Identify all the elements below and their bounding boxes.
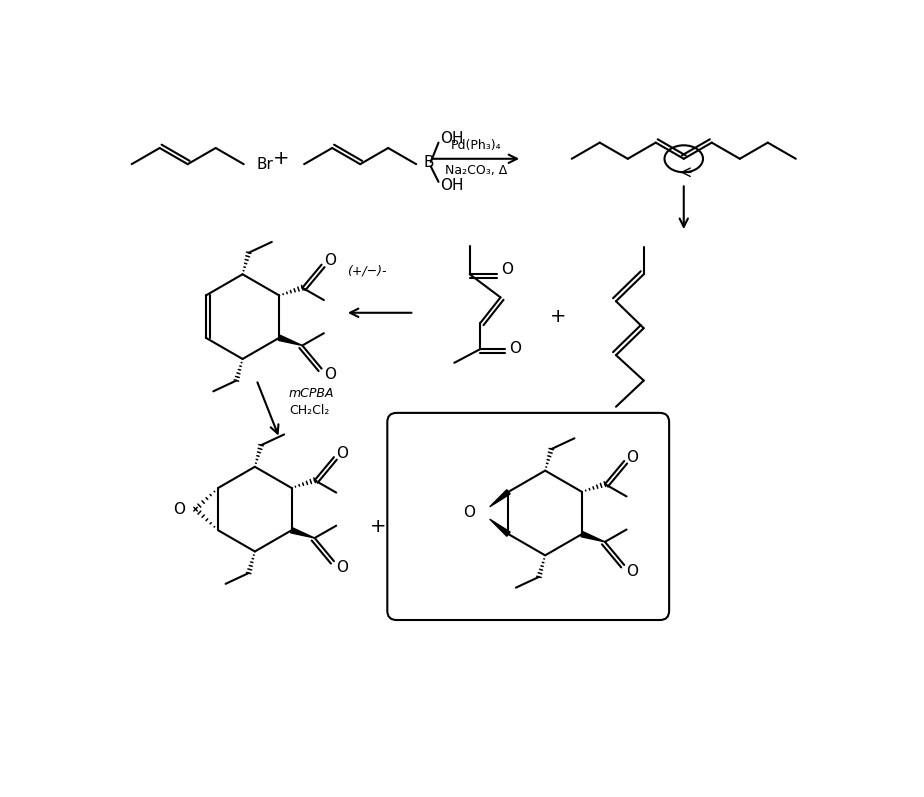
Text: O: O: [336, 559, 348, 575]
Text: O: O: [324, 367, 336, 383]
Text: O: O: [463, 505, 475, 520]
Text: Na₂CO₃, Δ: Na₂CO₃, Δ: [444, 164, 507, 177]
Text: O: O: [336, 446, 348, 461]
Text: mCPBA: mCPBA: [288, 387, 334, 400]
Text: Br: Br: [257, 157, 274, 171]
Text: Pd(Ph₃)₄: Pd(Ph₃)₄: [451, 139, 501, 152]
Text: O: O: [501, 262, 513, 277]
Text: O: O: [173, 501, 185, 516]
Text: O: O: [324, 253, 336, 269]
Text: O: O: [626, 450, 638, 465]
Text: +: +: [370, 516, 386, 536]
Polygon shape: [490, 519, 510, 536]
Text: +: +: [550, 307, 566, 326]
Text: O: O: [509, 341, 521, 356]
Text: CH₂Cl₂: CH₂Cl₂: [288, 404, 329, 417]
Text: +: +: [273, 149, 289, 168]
Polygon shape: [278, 336, 302, 346]
Text: OH: OH: [440, 132, 464, 147]
Polygon shape: [291, 528, 315, 538]
Polygon shape: [581, 532, 605, 542]
Text: B: B: [423, 155, 433, 170]
Text: O: O: [626, 563, 638, 579]
Text: OH: OH: [440, 179, 464, 193]
Polygon shape: [490, 489, 510, 507]
Text: (+/−)-: (+/−)-: [347, 265, 386, 277]
